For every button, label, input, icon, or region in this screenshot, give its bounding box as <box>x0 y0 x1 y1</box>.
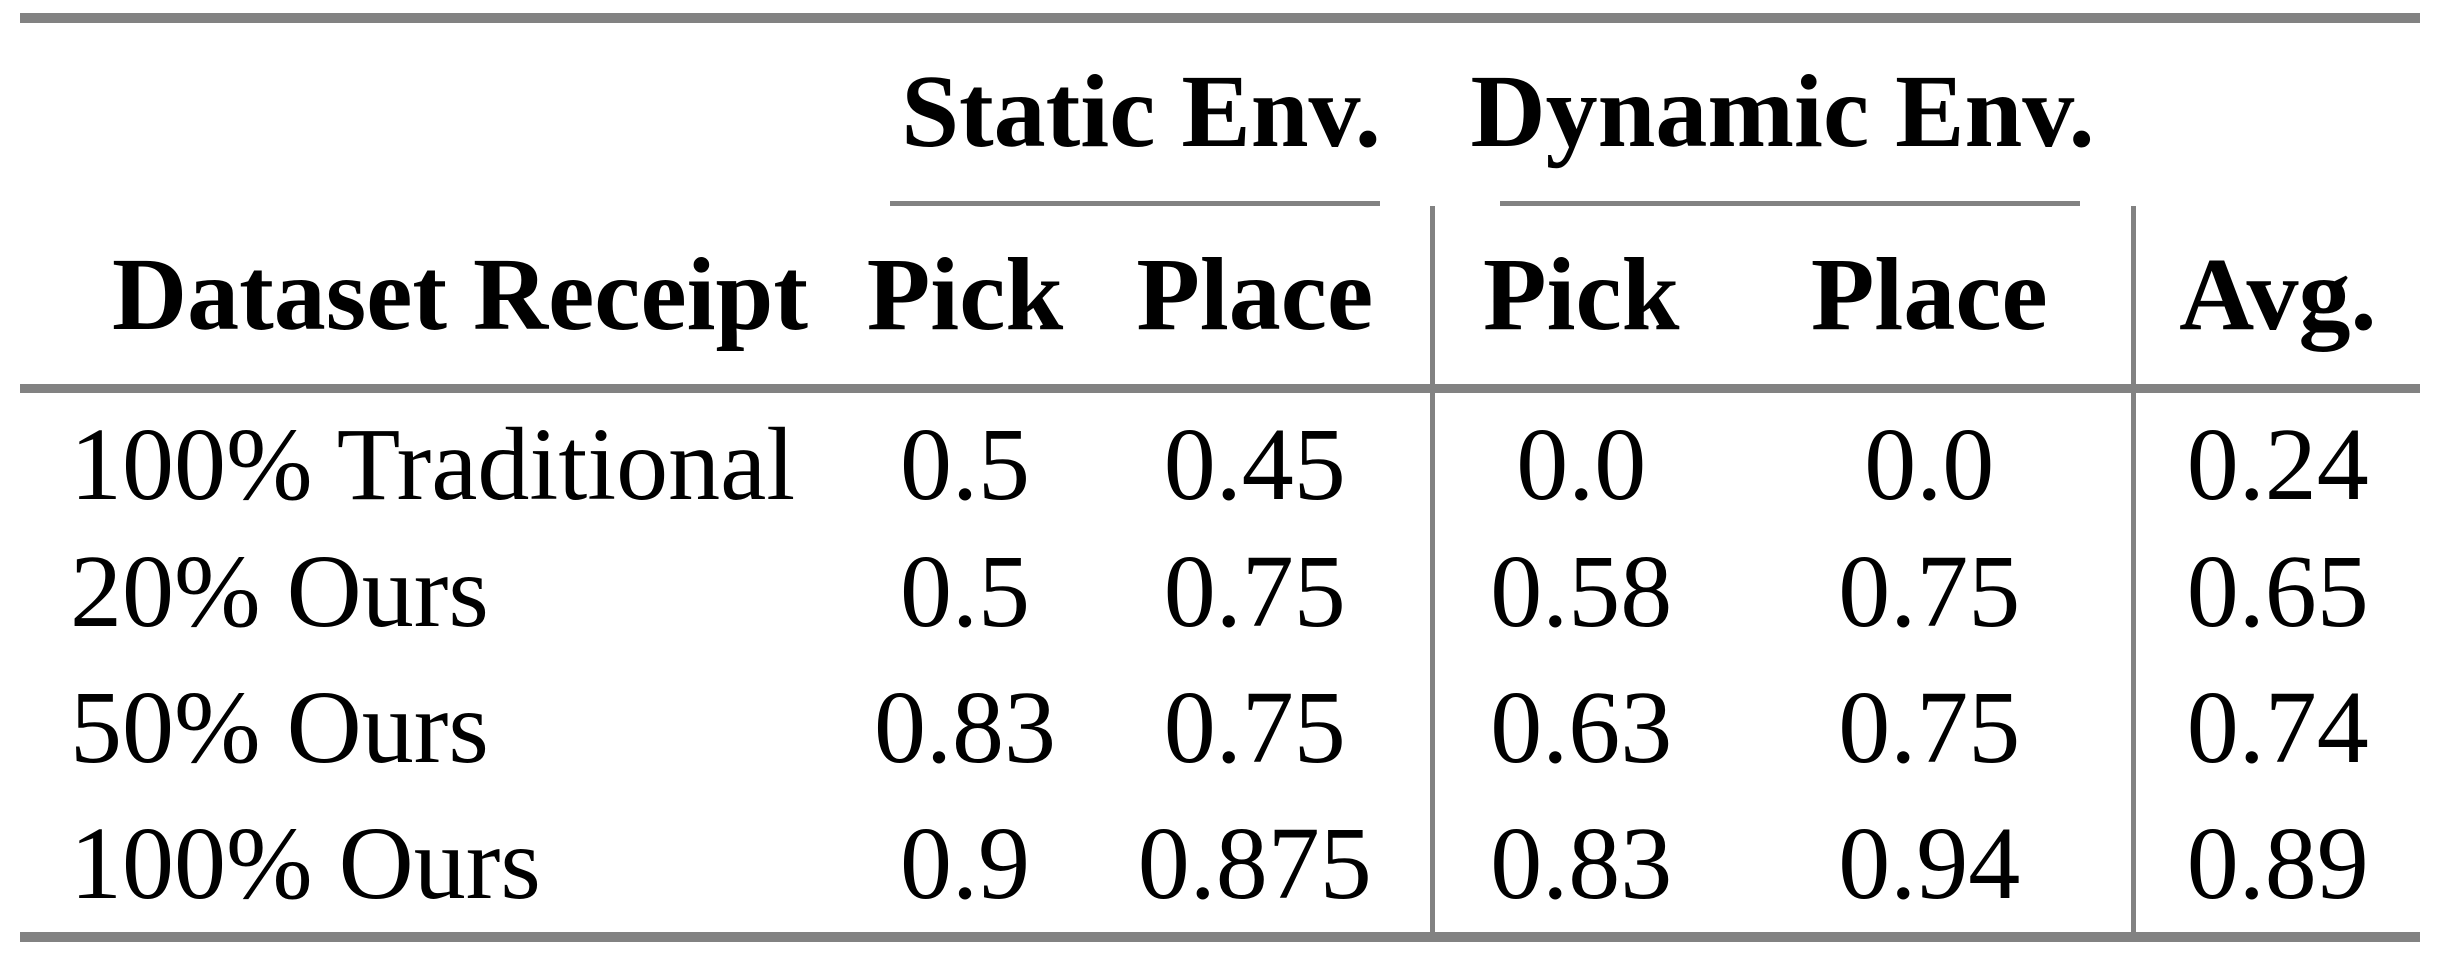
group-header-row: Static Env. Dynamic Env. <box>20 23 2420 206</box>
dynamic-cmidrule <box>1500 201 2081 206</box>
dynamic-place-value: 0.94 <box>1838 806 2021 921</box>
table-row: 20% Ours 0.5 0.75 0.58 0.75 0.65 <box>20 524 2421 660</box>
col-header-dataset: Dataset Receipt <box>20 206 850 393</box>
dynamic-place-value: 0.75 <box>1838 534 2021 649</box>
results-table: Static Env. Dynamic Env. Dataset Receipt… <box>20 13 2421 942</box>
bottom-rule <box>20 932 2420 942</box>
row-label: 20% Ours <box>70 534 489 649</box>
avg-value: 0.89 <box>2130 796 2421 932</box>
row-label: 50% Ours <box>70 670 489 785</box>
dynamic-place-value: 0.0 <box>1864 407 1995 523</box>
col-header-dynamic-pick: Pick <box>1429 206 1729 393</box>
col-header-dynamic-place: Place <box>1728 206 2134 393</box>
static-cmidrule <box>890 201 1381 206</box>
group-header-empty <box>2133 23 2420 206</box>
row-label: 100% Ours <box>70 806 541 921</box>
dynamic-pick-value: 0.83 <box>1429 796 1729 932</box>
row-label: 100% Traditional <box>70 407 796 523</box>
static-place-value: 0.75 <box>1163 534 1346 649</box>
avg-value: 0.24 <box>2130 388 2421 524</box>
group-header-static: Static Env. <box>850 23 1432 206</box>
col-header-avg: Avg. <box>2130 206 2421 393</box>
dynamic-pick-value: 0.63 <box>1429 660 1729 796</box>
col-header-static-pick: Pick <box>850 206 1080 393</box>
avg-value: 0.74 <box>2130 660 2421 796</box>
dynamic-pick-value: 0.58 <box>1429 524 1729 660</box>
column-header-row: Dataset Receipt Pick Place Pick Place Av… <box>20 206 2421 393</box>
static-pick-value: 0.9 <box>900 806 1030 921</box>
static-pick-value: 0.83 <box>874 670 1056 785</box>
avg-value: 0.65 <box>2130 524 2421 660</box>
static-place-value: 0.45 <box>1163 407 1346 523</box>
top-rule <box>20 13 2420 23</box>
dynamic-pick-value: 0.0 <box>1429 388 1729 524</box>
static-pick-value: 0.5 <box>900 534 1030 649</box>
table-row: 100% Traditional 0.5 0.45 0.0 0.0 0.24 <box>20 388 2421 524</box>
static-place-value: 0.75 <box>1163 670 1346 785</box>
group-header-dynamic: Dynamic Env. <box>1432 23 2133 206</box>
group-header-empty <box>20 23 850 206</box>
col-header-static-place: Place <box>1080 206 1433 393</box>
static-pick-value: 0.5 <box>900 407 1030 523</box>
static-env-label: Static Env. <box>901 54 1381 169</box>
static-place-value: 0.875 <box>1137 806 1372 921</box>
data-table: Static Env. Dynamic Env. Dataset Receipt… <box>20 23 2421 932</box>
dynamic-place-value: 0.75 <box>1838 670 2021 785</box>
table-row: 50% Ours 0.83 0.75 0.63 0.75 0.74 <box>20 660 2421 796</box>
table-row: 100% Ours 0.9 0.875 0.83 0.94 0.89 <box>20 796 2421 932</box>
dynamic-env-label: Dynamic Env. <box>1470 54 2095 169</box>
